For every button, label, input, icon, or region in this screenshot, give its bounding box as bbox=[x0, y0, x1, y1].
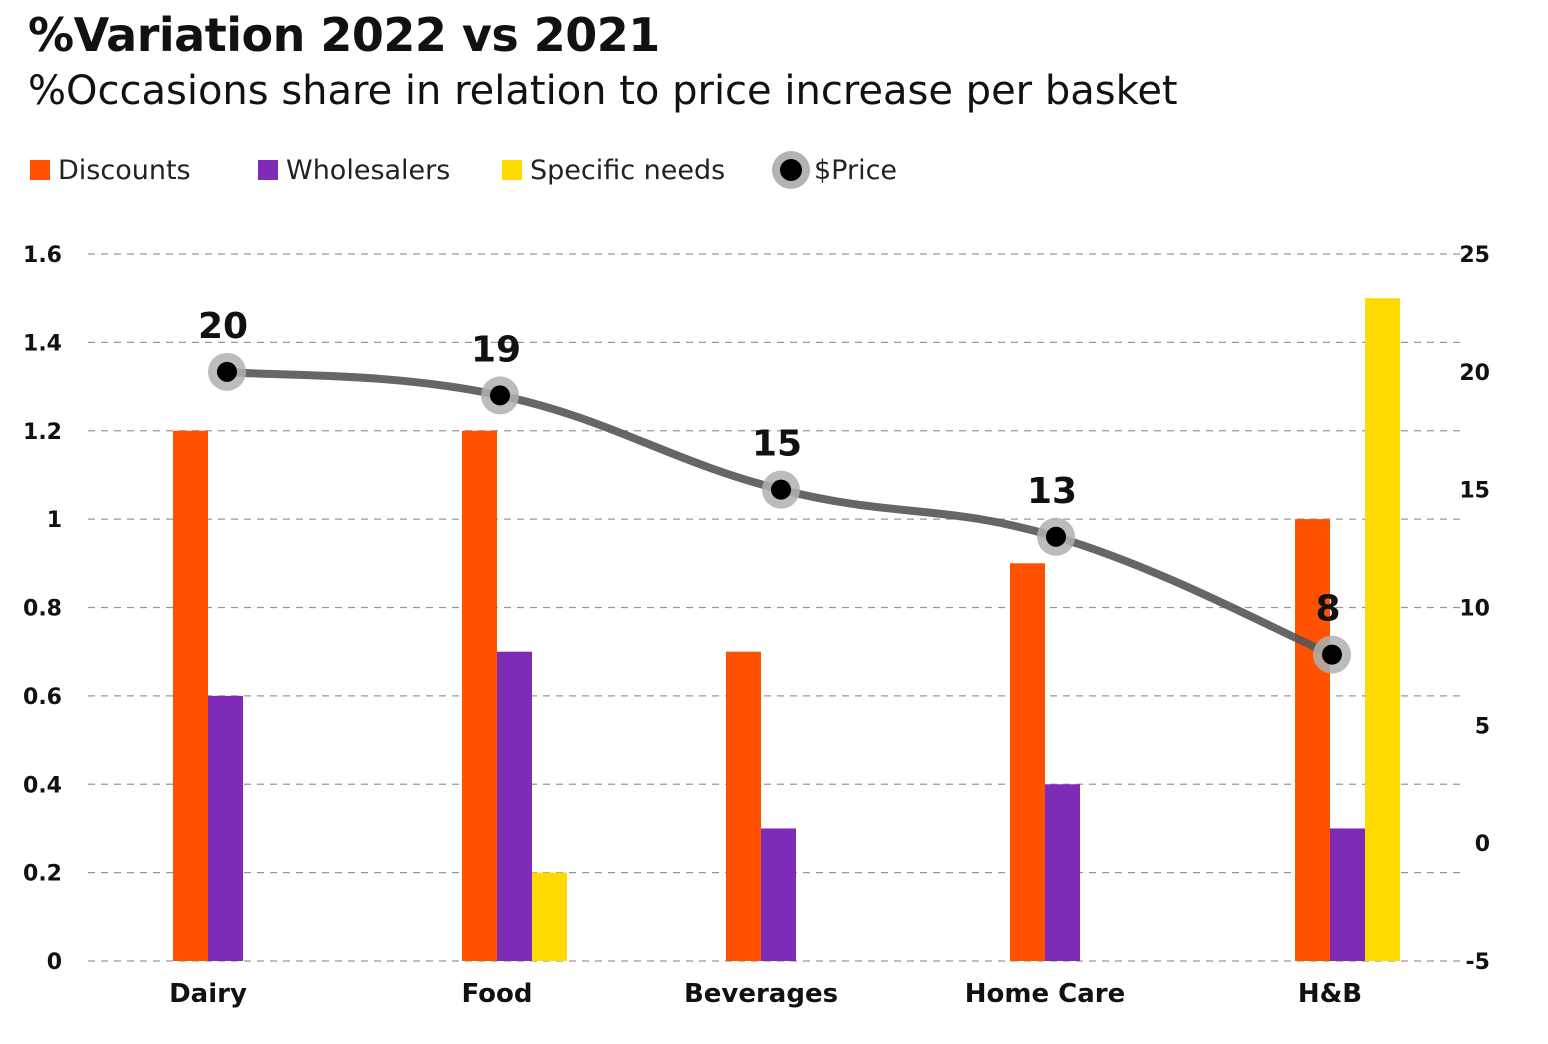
price-line-path bbox=[223, 367, 1336, 659]
left-tick-label: 1 bbox=[47, 508, 62, 533]
bar-discounts bbox=[726, 651, 761, 961]
bar-discounts bbox=[173, 430, 208, 961]
price-data-label: 13 bbox=[1027, 471, 1077, 512]
price-data-label: 15 bbox=[752, 424, 802, 465]
price-line: 20 19 15 13 8 bbox=[198, 306, 1351, 674]
left-tick-label: 0 bbox=[47, 950, 62, 975]
bar-discounts bbox=[1295, 519, 1330, 961]
left-tick-label: 1.4 bbox=[23, 331, 62, 356]
category-label: Beverages bbox=[684, 979, 838, 1009]
price-point bbox=[490, 385, 510, 406]
bar-wholesalers bbox=[208, 695, 243, 961]
legend-item-discounts: Discounts bbox=[30, 148, 191, 192]
left-tick-label: 0.8 bbox=[23, 597, 62, 622]
price-point bbox=[771, 479, 791, 500]
price-point bbox=[217, 361, 237, 382]
legend-item-price: $Price bbox=[772, 148, 897, 192]
category-label: Food bbox=[461, 979, 532, 1009]
category-label: Home Care bbox=[965, 979, 1125, 1009]
right-tick-label: 0 bbox=[1475, 832, 1490, 857]
price-data-label: 19 bbox=[471, 329, 521, 370]
bar-discounts bbox=[1010, 563, 1045, 961]
chart-subtitle: %Occasions share in relation to price in… bbox=[28, 68, 1178, 114]
legend-label-price: $Price bbox=[814, 154, 898, 186]
left-tick-label: 1.6 bbox=[23, 243, 62, 268]
bar-specific-needs bbox=[1365, 298, 1400, 961]
left-tick-label: 0.2 bbox=[23, 862, 62, 887]
legend-dot-price bbox=[780, 159, 802, 181]
legend-swatch-specific-needs bbox=[502, 160, 522, 180]
right-tick-label: 10 bbox=[1459, 597, 1490, 622]
right-axis-ticks: -5 0 5 10 15 20 25 bbox=[1459, 243, 1490, 975]
right-tick-label: 25 bbox=[1459, 243, 1490, 268]
right-tick-label: 5 bbox=[1475, 714, 1490, 739]
bar-wholesalers bbox=[1330, 828, 1365, 961]
category-label: Dairy bbox=[169, 979, 247, 1009]
price-point bbox=[1322, 644, 1342, 665]
legend-item-specific-needs: Specific needs bbox=[502, 148, 725, 192]
bar-wholesalers bbox=[1045, 784, 1080, 961]
legend-swatch-wholesalers bbox=[258, 160, 278, 180]
chart-title: %Variation 2022 vs 2021 bbox=[28, 8, 660, 62]
legend-label-discounts: Discounts bbox=[58, 154, 191, 186]
right-tick-label: -5 bbox=[1466, 950, 1490, 975]
bars bbox=[173, 298, 1400, 961]
left-tick-label: 1.2 bbox=[23, 420, 62, 445]
left-tick-label: 0.6 bbox=[23, 685, 62, 710]
price-point bbox=[1046, 526, 1066, 547]
left-axis-ticks: 0 0.2 0.4 0.6 0.8 1 1.2 1.4 1.6 bbox=[23, 243, 62, 975]
legend-item-wholesalers: Wholesalers bbox=[258, 148, 450, 192]
legend-label-wholesalers: Wholesalers bbox=[286, 154, 451, 186]
legend-label-specific-needs: Specific needs bbox=[530, 154, 726, 186]
legend: Discounts Wholesalers Specific needs $Pr… bbox=[30, 148, 1030, 192]
bar-specific-needs bbox=[532, 872, 567, 961]
price-data-label: 8 bbox=[1315, 589, 1340, 630]
bar-discounts bbox=[462, 430, 497, 961]
right-tick-label: 20 bbox=[1459, 361, 1490, 386]
left-tick-label: 0.4 bbox=[23, 773, 62, 798]
bar-wholesalers bbox=[497, 651, 532, 961]
right-tick-label: 15 bbox=[1459, 479, 1490, 504]
price-data-label: 20 bbox=[198, 306, 248, 347]
category-labels: Dairy Food Beverages Home Care H&B bbox=[169, 979, 1362, 1009]
bar-wholesalers bbox=[761, 828, 796, 961]
legend-swatch-discounts bbox=[30, 160, 50, 180]
category-label: H&B bbox=[1298, 979, 1362, 1009]
